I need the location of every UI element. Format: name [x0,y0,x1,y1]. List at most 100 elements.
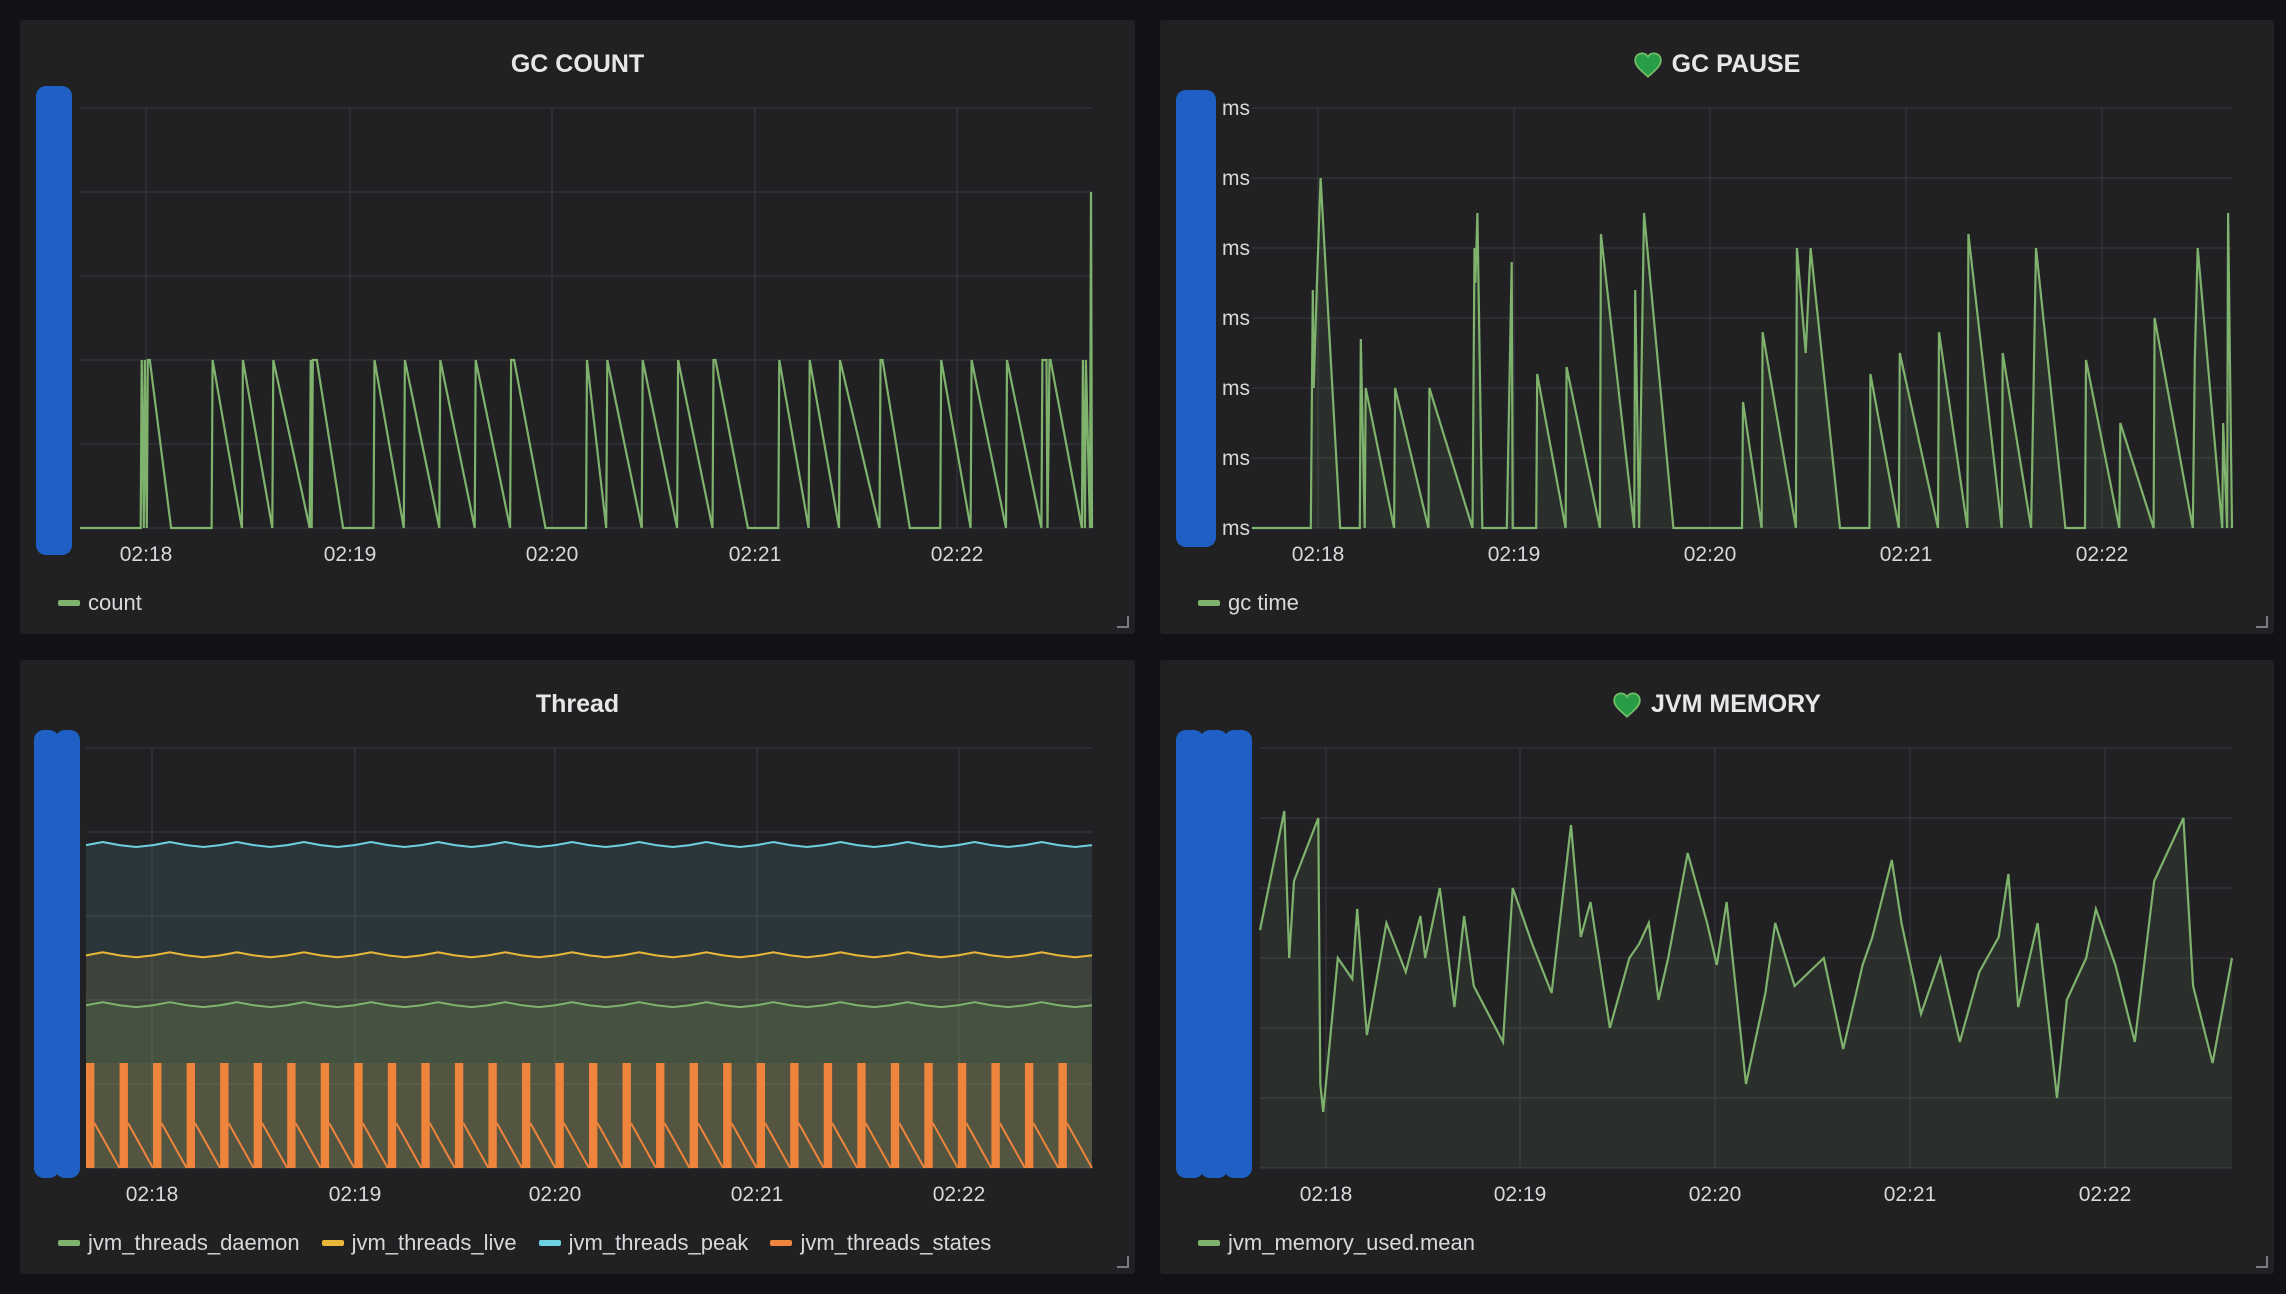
legend-item[interactable]: count [58,590,142,616]
legend-label: jvm_threads_daemon [88,1230,300,1255]
series-line-jvm_threads_states [328,1122,356,1169]
series-bar-jvm_threads_states [689,1063,698,1168]
y-tick-label: ms [1222,377,1250,400]
series-bar-jvm_threads_states [723,1063,732,1168]
legend-swatch [1198,600,1220,606]
legend-label: gc time [1228,590,1299,615]
series-area [1260,811,2232,1168]
panel-gc-pause: GC PAUSE ms ms ms ms ms ms ms 02:18 02:19 02:20 02… [1160,20,2274,634]
series-bar-jvm_threads_states [186,1063,195,1168]
series-line-jvm_threads_states [998,1122,1026,1169]
panel-title[interactable]: GC PAUSE [1160,50,2274,79]
y-tick-label: ms [1222,237,1250,260]
y-tick-label: ms [1222,307,1250,330]
series-line-jvm_threads_states [797,1122,825,1169]
x-tick-label: 02:18 [1292,543,1345,566]
series-line-jvm_threads_states [630,1122,657,1169]
series-bar-jvm_threads_states [924,1063,933,1168]
series-line-jvm_threads_peak [85,840,1093,849]
x-tick-label: 02:21 [1880,543,1933,566]
series-line-jvm_threads_states [697,1122,725,1169]
legend: jvm_threads_daemon jvm_threads_live jvm_th… [58,1230,991,1256]
series-line-jvm_threads_states [227,1122,255,1169]
panel-thread: Thread 02:18 02:19 02:20 02:21 02:22 jvm_thr… [20,660,1135,1274]
series-bar-jvm_threads_states [823,1063,833,1168]
series-line-jvm_threads_states [194,1122,222,1169]
panel-title-text: GC COUNT [510,50,645,78]
series-bar-jvm_threads_states [656,1063,665,1168]
legend-item[interactable]: jvm_threads_peak [538,1230,748,1256]
series-line-jvm_threads_states [1065,1122,1093,1169]
legend-item[interactable]: jvm_memory_used.mean [1198,1230,1475,1256]
series-line-jvm_threads_states [831,1122,859,1169]
resize-handle[interactable] [2256,1256,2268,1268]
legend-swatch [321,1240,344,1246]
gc-count-chart[interactable]: 02:18 02:19 02:20 02:21 02:22 [20,20,1135,634]
series-line-jvm_threads_states [730,1122,758,1169]
series-line-jvm_threads_states [93,1122,121,1169]
legend-item[interactable]: gc time [1198,590,1299,616]
resize-handle[interactable] [2256,616,2268,628]
x-tick-label: 02:21 [731,1183,784,1206]
x-tick-label: 02:18 [120,543,173,566]
series-line-jvm_threads_live [85,951,1093,959]
resize-handle[interactable] [1117,1256,1129,1268]
thread-chart[interactable]: 02:18 02:19 02:20 02:21 02:22 [20,660,1135,1274]
legend-item[interactable]: jvm_threads_live [321,1230,517,1256]
series-bar-jvm_threads_states [287,1063,296,1168]
drag-handle [1176,90,1216,547]
series-bar-jvm_threads_states [253,1063,263,1168]
legend-swatch [538,1240,561,1246]
gc-pause-chart[interactable]: ms ms ms ms ms ms ms 02:18 02:19 02:20 02:21 02:22 [1160,20,2274,634]
jvm-memory-chart[interactable]: 02:18 02:19 02:20 02:21 02:22 [1160,660,2274,1274]
panel-title[interactable]: JVM MEMORY [1160,690,2274,719]
series-bar-jvm_threads_states [454,1063,464,1168]
y-tick-label: ms [1222,167,1250,190]
series-line-jvm_threads_states [361,1122,389,1169]
series-bar-jvm_threads_states [119,1063,128,1168]
panel-title[interactable]: Thread [20,690,1135,719]
series-line-jvm_threads_states [127,1122,154,1169]
legend-label: jvm_memory_used.mean [1228,1230,1475,1255]
x-tick-label: 02:20 [526,543,579,566]
series-bar-jvm_threads_states [756,1063,766,1168]
series-bar-jvm_threads_states [153,1063,162,1168]
heart-icon [1613,691,1641,718]
panel-title[interactable]: GC COUNT [20,50,1135,79]
panel-title-text: JVM MEMORY [1651,690,1821,718]
x-tick-label: 02:22 [2079,1183,2132,1206]
legend-item[interactable]: jvm_threads_states [770,1230,991,1256]
x-tick-label: 02:20 [529,1183,582,1206]
resize-handle[interactable] [1117,616,1129,628]
series-line-jvm_threads_states [495,1122,523,1169]
drag-handle [34,730,59,1178]
series-line-jvm_threads_states [529,1122,557,1169]
legend: count [58,590,142,616]
series-bar-jvm_threads_states [320,1063,330,1168]
legend-label: jvm_threads_live [351,1230,517,1255]
y-tick-label: ms [1222,97,1250,120]
series-bar-jvm_threads_states [354,1063,363,1168]
series-bar-jvm_threads_states [991,1063,1000,1168]
series-bar-jvm_threads_states [622,1063,631,1168]
series-line-jvm_threads_states [965,1122,993,1169]
legend-swatch [1198,1240,1220,1246]
series-line-jvm_threads_states [898,1122,926,1169]
x-tick-label: 02:19 [329,1183,382,1206]
legend-swatch [58,1240,80,1246]
legend-label: count [88,590,142,615]
series-bar-jvm_threads_states [857,1063,866,1168]
series-bar-jvm_threads_states [521,1063,531,1168]
series-line-jvm_threads_daemon [85,1001,1093,1009]
legend-item[interactable]: jvm_threads_daemon [58,1230,300,1256]
x-tick-label: 02:22 [2076,543,2129,566]
series-line-jvm_threads_states [596,1122,624,1169]
legend: jvm_memory_used.mean [1198,1230,1475,1256]
x-tick-label: 02:19 [324,543,377,566]
series-bar-jvm_threads_states [890,1063,900,1168]
x-tick-label: 02:18 [1300,1183,1353,1206]
x-tick-label: 02:22 [931,543,984,566]
y-tick-label: ms [1222,447,1250,470]
x-tick-label: 02:22 [933,1183,986,1206]
panel-title-text: GC PAUSE [1671,50,1801,78]
